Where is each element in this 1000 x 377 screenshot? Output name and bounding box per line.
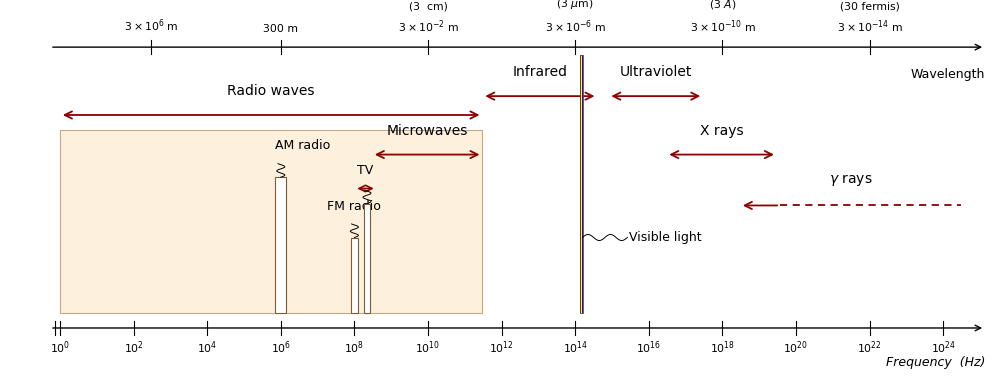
Text: (3 $\mu$m): (3 $\mu$m) (556, 0, 594, 11)
Bar (364, 204, 370, 313)
Text: $10^{6}$: $10^{6}$ (271, 339, 291, 356)
Text: $3 \times 10^{-6}$ m: $3 \times 10^{-6}$ m (545, 18, 606, 35)
Text: $3 \times 10^{6}$ m: $3 \times 10^{6}$ m (124, 17, 178, 34)
Text: $10^{4}$: $10^{4}$ (197, 339, 217, 356)
Text: $\gamma$ rays: $\gamma$ rays (829, 173, 872, 188)
Text: $10^{18}$: $10^{18}$ (710, 339, 735, 356)
Text: $10^{20}$: $10^{20}$ (783, 339, 809, 356)
Text: (30 fermis): (30 fermis) (840, 1, 900, 11)
Bar (351, 238, 358, 313)
Text: Ultraviolet: Ultraviolet (620, 65, 692, 79)
Text: Infrared: Infrared (512, 65, 567, 79)
Text: TV: TV (357, 164, 374, 177)
Text: $10^{24}$: $10^{24}$ (931, 339, 956, 356)
Text: $10^{0}$: $10^{0}$ (50, 339, 70, 356)
Text: $10^{16}$: $10^{16}$ (636, 339, 661, 356)
Text: $3 \times 10^{-14}$ m: $3 \times 10^{-14}$ m (837, 18, 902, 35)
Text: (3  cm): (3 cm) (409, 1, 447, 11)
Text: 300 m: 300 m (263, 24, 298, 34)
Text: $3 \times 10^{-2}$ m: $3 \times 10^{-2}$ m (398, 18, 458, 35)
Text: Visible light: Visible light (629, 231, 702, 244)
Text: $10^{2}$: $10^{2}$ (124, 339, 144, 356)
Text: $10^{12}$: $10^{12}$ (489, 339, 514, 356)
Text: Radio waves: Radio waves (227, 84, 315, 98)
Text: AM radio: AM radio (275, 139, 330, 152)
Text: $10^{10}$: $10^{10}$ (415, 339, 441, 356)
Text: (3 $\AA$): (3 $\AA$) (709, 0, 736, 11)
Bar (60, 130, 482, 313)
Text: Wavelength: Wavelength (911, 68, 985, 81)
Text: Frequency  (Hz): Frequency (Hz) (886, 356, 985, 369)
Text: FM radio: FM radio (327, 200, 381, 213)
Text: $10^{8}$: $10^{8}$ (344, 339, 364, 356)
Text: $10^{14}$: $10^{14}$ (563, 339, 588, 356)
Text: Microwaves: Microwaves (386, 124, 468, 138)
Text: $10^{22}$: $10^{22}$ (857, 339, 882, 356)
Text: $3 \times 10^{-10}$ m: $3 \times 10^{-10}$ m (690, 18, 755, 35)
Text: X rays: X rays (700, 124, 743, 138)
Bar (275, 177, 286, 313)
Bar (580, 55, 583, 313)
